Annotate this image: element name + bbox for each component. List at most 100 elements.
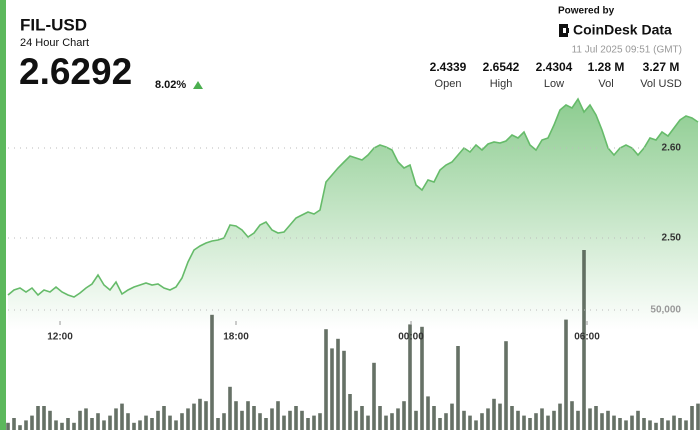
volume-bar <box>576 410 580 430</box>
volume-bar <box>504 341 508 430</box>
volume-bar <box>198 398 202 430</box>
volume-bar <box>438 418 442 430</box>
volume-bar <box>54 420 58 430</box>
stats: 2.4339 Open 2.6542 High 2.4304 Low 1.28 M Vol 3.… <box>430 60 682 90</box>
volume-bar <box>474 420 478 430</box>
volume-bar <box>114 408 118 430</box>
volume-bar <box>234 401 238 430</box>
y-tick-label: 2.50 <box>662 233 682 244</box>
volume-bar <box>534 413 538 430</box>
volume-bar <box>690 406 694 430</box>
volume-bar <box>222 413 226 430</box>
stat-value: 3.27 M <box>643 60 680 74</box>
volume-bar <box>36 406 40 430</box>
stat-value: 2.4304 <box>536 60 573 74</box>
volume-bar <box>480 413 484 430</box>
area-fill <box>8 99 698 330</box>
volume-bar <box>402 401 406 430</box>
volume-bar <box>210 314 214 430</box>
volume-bar <box>216 418 220 430</box>
volume-bar <box>366 415 370 430</box>
volume-bar <box>564 319 568 430</box>
volume-bar <box>420 326 424 430</box>
volume-bar <box>252 406 256 430</box>
volume-bar <box>258 413 262 430</box>
volume-bar <box>378 406 382 430</box>
volume-bar <box>78 410 82 430</box>
brand: CoinDesk Data <box>573 22 672 38</box>
volume-bar <box>90 418 94 430</box>
volume-bar <box>270 408 274 430</box>
volume-bar <box>594 406 598 430</box>
volume-bar <box>6 422 10 430</box>
x-tick-label: 06:00 <box>574 332 600 343</box>
volume-bar <box>18 425 22 430</box>
volume-bar <box>354 410 358 430</box>
volume-bar <box>324 329 328 430</box>
volume-bar <box>108 415 112 430</box>
volume-bar <box>582 250 586 430</box>
volume-bar <box>372 362 376 430</box>
volume-bar <box>282 415 286 430</box>
volume-bar <box>696 403 700 430</box>
volume-bar <box>630 415 634 430</box>
change: 8.02% <box>155 79 186 91</box>
volume-bar <box>612 415 616 430</box>
volume-bar <box>228 386 232 430</box>
volume-bar <box>360 406 364 430</box>
volume-bar <box>306 418 310 430</box>
volume-bar <box>12 418 16 430</box>
volume-bar <box>174 420 178 430</box>
volume-bar <box>294 406 298 430</box>
volume-bar <box>192 403 196 430</box>
volume-bar <box>618 418 622 430</box>
volume-bar <box>570 401 574 430</box>
volume-bar <box>486 408 490 430</box>
volume-bar <box>390 413 394 430</box>
volume-bar <box>180 413 184 430</box>
volume-bar <box>276 401 280 430</box>
volume-bar <box>96 413 100 430</box>
volume-bar <box>516 410 520 430</box>
stat-value: 2.6542 <box>483 60 520 74</box>
plot: 2.50 2.60 50,000 12:00 18:00 00:00 06:00 <box>6 97 700 430</box>
volume-bar <box>24 420 28 430</box>
volume-bar <box>348 394 352 430</box>
volume-bar <box>678 418 682 430</box>
volume-bar <box>120 403 124 430</box>
volume-bar <box>672 415 676 430</box>
price-line <box>7 97 699 298</box>
volume-bar <box>642 418 646 430</box>
volume-bar <box>528 418 532 430</box>
volume-bar <box>492 398 496 430</box>
y-tick-label: 2.60 <box>662 143 682 154</box>
brand-icon <box>559 24 569 37</box>
volume-bar <box>444 413 448 430</box>
volume-bar <box>342 350 346 430</box>
volume-bar <box>30 415 34 430</box>
volume-bar <box>552 410 556 430</box>
volume-bar <box>636 410 640 430</box>
timestamp: 11 Jul 2025 09:51 (GMT) <box>572 45 682 56</box>
volume-bar <box>510 406 514 430</box>
volume-bar <box>318 413 322 430</box>
volume-bar <box>186 408 190 430</box>
stat-label: Vol USD <box>640 78 682 90</box>
volume-bar <box>384 415 388 430</box>
volume-bar <box>546 415 550 430</box>
powered-by: Powered by <box>558 6 615 17</box>
volume-bar <box>606 410 610 430</box>
volume-bar <box>312 415 316 430</box>
stat-label: High <box>490 78 513 90</box>
volume-bar <box>660 418 664 430</box>
volume-bar <box>396 408 400 430</box>
volume-bar <box>408 324 412 430</box>
up-arrow <box>193 81 203 89</box>
volume-bar <box>684 420 688 430</box>
volume-bar <box>456 346 460 430</box>
volume-bar <box>168 415 172 430</box>
volume-bar <box>426 396 430 430</box>
volume-bar <box>600 413 604 430</box>
x-tick-label: 00:00 <box>398 332 424 343</box>
volume-bar <box>264 418 268 430</box>
